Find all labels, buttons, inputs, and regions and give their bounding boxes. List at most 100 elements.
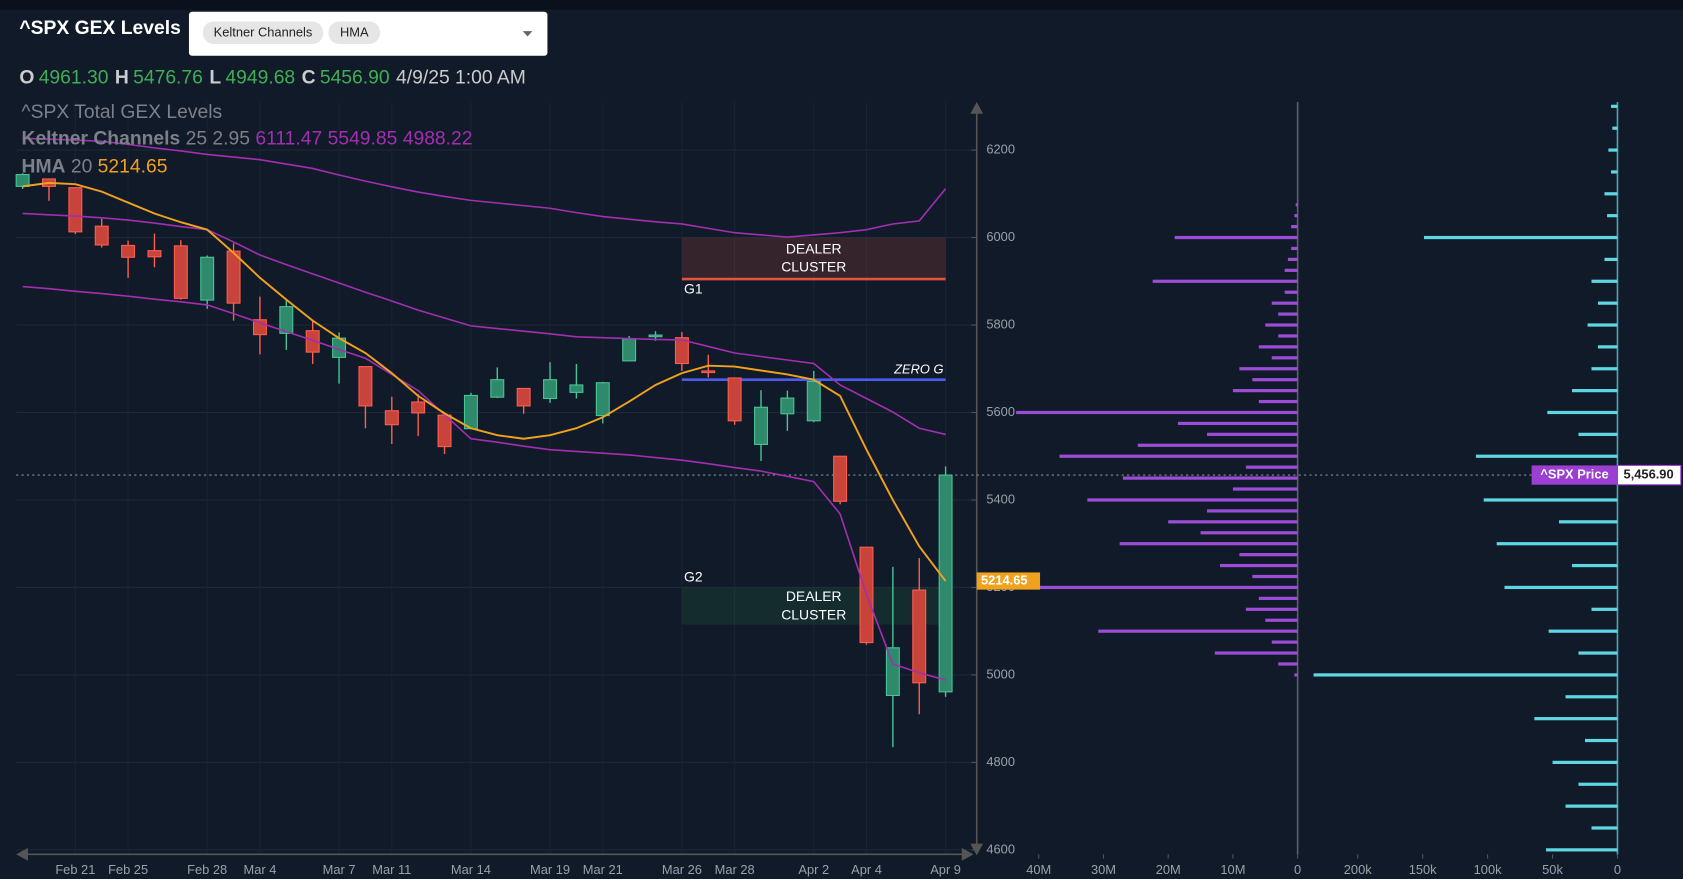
bar (1572, 389, 1618, 393)
bar (1265, 323, 1298, 327)
candle-body (305, 330, 320, 353)
bar (1604, 257, 1618, 262)
bar (1291, 246, 1298, 251)
bar (1591, 367, 1618, 371)
chip[interactable] (328, 21, 380, 45)
candle-body (622, 338, 637, 362)
bar (1271, 301, 1298, 305)
bar (1534, 717, 1618, 721)
bar (1284, 268, 1298, 272)
bar (1258, 399, 1298, 404)
bar (1546, 848, 1618, 852)
bar (1475, 454, 1618, 458)
zone-text: DEALER (786, 240, 842, 256)
indicator-line (22, 181, 947, 582)
hma-tag-label: 5214.65 (981, 572, 1027, 587)
candle-body (490, 379, 505, 398)
zone (681, 237, 946, 280)
candle-body (674, 337, 689, 365)
bar (1245, 607, 1298, 611)
bar (1271, 356, 1298, 360)
candle-body (358, 366, 373, 407)
bar (1278, 334, 1298, 338)
legend-name: HMA (22, 157, 66, 178)
legend-value: 4988.22 (403, 129, 473, 150)
price-tag-name: ^SPX Price (1540, 466, 1608, 481)
bar (1610, 170, 1618, 174)
candle-body (94, 225, 109, 246)
bar (1016, 410, 1298, 415)
bar (1245, 465, 1298, 469)
candle-body (938, 474, 953, 693)
bar (1483, 498, 1618, 502)
bar (1597, 345, 1618, 349)
bar (1098, 629, 1298, 633)
axis-arrow (16, 847, 28, 861)
indicator-line (22, 285, 946, 681)
ohlc-key: L (209, 67, 221, 88)
x-tick-label: 20M (1156, 862, 1181, 877)
bar (1565, 804, 1618, 808)
x-tick-label: Feb 21 (55, 862, 95, 877)
bar (1232, 487, 1298, 491)
bar (1177, 421, 1298, 426)
bar (1578, 651, 1618, 655)
bar (1271, 640, 1298, 644)
axis-arrow (961, 847, 974, 861)
bar (1496, 542, 1618, 546)
y-tick-label: 5600 (986, 404, 1015, 419)
y-tick-label: 4800 (986, 754, 1015, 769)
ohlc-value: 4949.68 (225, 67, 295, 88)
bar (1207, 432, 1298, 436)
x-tick-label: 100k (1474, 862, 1502, 877)
legend-value: 5214.65 (98, 157, 168, 178)
price-tag (1531, 465, 1618, 485)
bar (1278, 312, 1298, 316)
y-tick-label: 6200 (986, 141, 1015, 156)
ohlc-key: O (19, 67, 34, 88)
bar (1572, 563, 1618, 568)
candle-body (569, 384, 584, 393)
x-tick-label: Feb 25 (108, 862, 148, 877)
bar (1207, 509, 1298, 513)
zone-text: DEALER (786, 588, 842, 604)
dropdown-caret[interactable] (522, 31, 533, 37)
title: ^SPX GEX Levels (19, 18, 180, 39)
top-strip (0, 0, 1683, 10)
bar (1219, 563, 1298, 568)
x-tick-label: Mar 19 (530, 862, 570, 877)
x-tick-label: 30M (1091, 862, 1116, 877)
plot: 460048005000520054005600580060006200Feb … (15, 101, 1682, 877)
bar (1087, 498, 1298, 502)
bar (1294, 673, 1298, 677)
bar (1214, 651, 1298, 655)
bar (1294, 214, 1298, 218)
price-tag-value: 5,456.90 (1624, 466, 1674, 481)
bar (1565, 695, 1618, 699)
candle-body (885, 647, 900, 697)
x-tick-label: 0 (1614, 862, 1621, 877)
bar (1239, 367, 1298, 371)
candle-body (463, 394, 478, 430)
candle-body (543, 379, 558, 400)
bar (1291, 224, 1298, 229)
zone-text: CLUSTER (781, 606, 846, 622)
bar (1610, 104, 1618, 108)
zone-text: CLUSTER (781, 259, 846, 275)
bar (1295, 203, 1298, 207)
bar (1578, 782, 1618, 786)
bar (1252, 378, 1298, 382)
ohlc-key: H (115, 67, 129, 88)
chip[interactable] (202, 21, 324, 45)
legend-item: Keltner Channels 25 2.95 6111.47 5549.85 498… (22, 129, 473, 150)
bar (1232, 389, 1298, 393)
x-tick-label: Mar 21 (583, 862, 623, 877)
indicator-line (22, 137, 947, 238)
ohlc-value: 5456.90 (320, 67, 390, 88)
candle-body (411, 401, 426, 414)
legend-name: Keltner Channels (22, 129, 181, 150)
bar (1547, 410, 1618, 415)
bar (1552, 760, 1618, 764)
